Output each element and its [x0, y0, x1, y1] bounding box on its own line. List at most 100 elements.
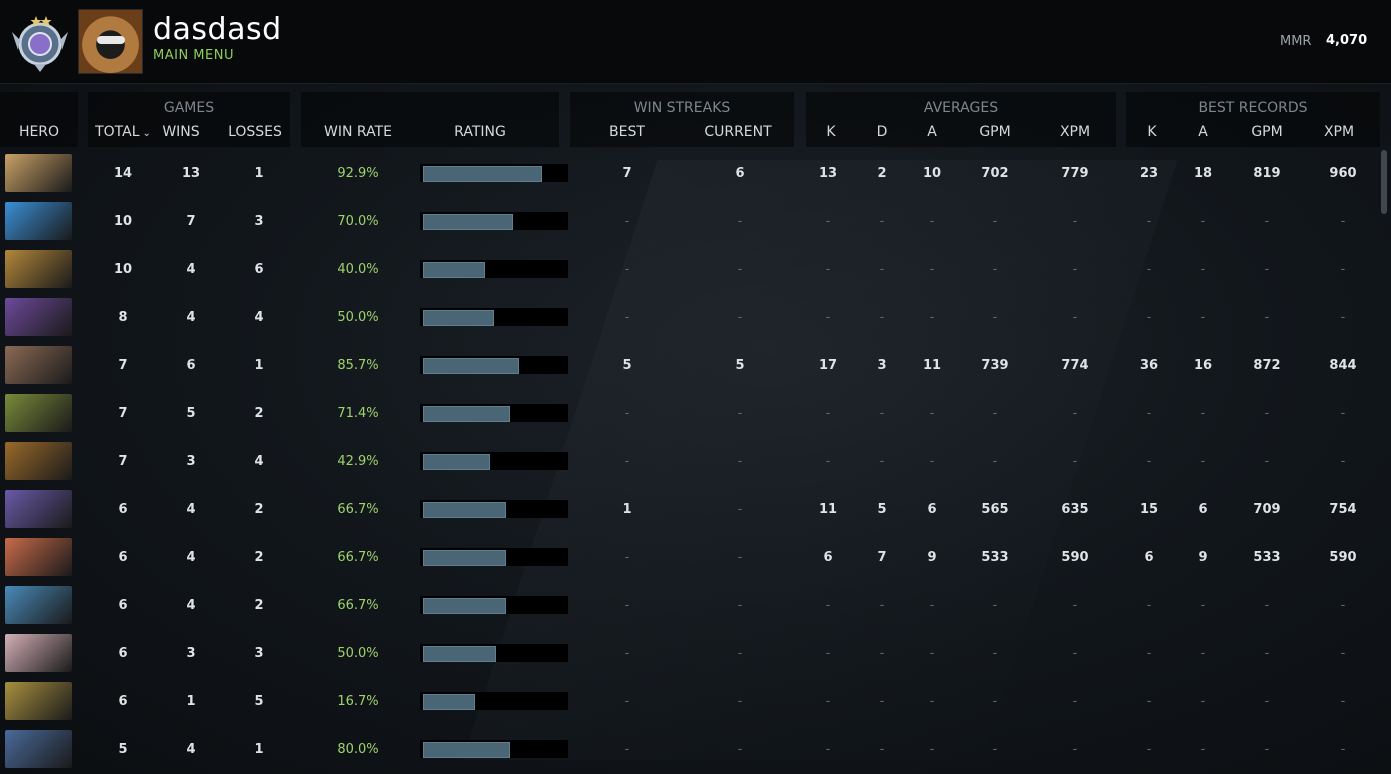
- col-rating[interactable]: RATING: [454, 124, 506, 140]
- table-row[interactable]: 6 4 2 66.7% 1-11 5 6 565 635 15 6 709 754: [0, 486, 1391, 534]
- stat-win-rate: 70.0%: [337, 214, 379, 229]
- stat-avg-xpm: -: [1072, 742, 1078, 757]
- hero-portrait[interactable]: [5, 298, 72, 336]
- table-row[interactable]: 6 3 3 50.0% - - - - - - - - - - -: [0, 630, 1391, 678]
- table-row[interactable]: 8 4 4 50.0% - - - - - - - - - - -: [0, 294, 1391, 342]
- table-row[interactable]: 10 7 3 70.0% - - - - - - - - - - -: [0, 198, 1391, 246]
- hero-portrait[interactable]: [5, 682, 72, 720]
- chevron-down-icon: ⌄: [142, 128, 151, 139]
- stat-avg-kills: -: [825, 310, 831, 325]
- stat-avg-gpm: 702: [981, 166, 1009, 181]
- stat-avg-deaths: 7: [877, 550, 887, 565]
- stat-avg-deaths: -: [879, 262, 885, 277]
- stat-best-streak: -: [624, 262, 630, 277]
- stat-best-assists: -: [1200, 406, 1206, 421]
- rating-bar-fill: [423, 406, 510, 422]
- stat-best-kills: -: [1146, 406, 1152, 421]
- stat-win-rate: 42.9%: [337, 454, 379, 469]
- stat-best-assists: -: [1200, 454, 1206, 469]
- stat-best-xpm: -: [1340, 742, 1346, 757]
- col-avg-deaths[interactable]: D: [876, 124, 888, 140]
- col-best-streak[interactable]: BEST: [609, 124, 645, 140]
- stat-best-kills: -: [1146, 262, 1152, 277]
- hero-portrait[interactable]: [5, 250, 72, 288]
- hero-portrait[interactable]: [5, 394, 72, 432]
- col-hero[interactable]: HERO: [18, 124, 60, 140]
- avatar[interactable]: [78, 9, 143, 74]
- stat-avg-gpm: -: [992, 310, 998, 325]
- stat-best-gpm: -: [1264, 406, 1270, 421]
- rating-bar-fill: [423, 166, 542, 182]
- table-row[interactable]: 5 4 1 80.0% - - - - - - - - - - -: [0, 726, 1391, 774]
- stat-wins: 6: [186, 358, 196, 373]
- table-row[interactable]: 6 4 2 66.7% - - 6 7 9 533 590 6 9 533 590: [0, 534, 1391, 582]
- hero-portrait[interactable]: [5, 586, 72, 624]
- stat-total: 14: [113, 166, 133, 181]
- col-avg-xpm[interactable]: XPM: [1059, 124, 1091, 140]
- stat-current-streak: 5: [735, 358, 745, 373]
- stat-losses: 6: [254, 262, 264, 277]
- table-row[interactable]: 6 1 5 16.7% - - - - - - - - - - -: [0, 678, 1391, 726]
- col-avg-gpm[interactable]: GPM: [979, 124, 1011, 140]
- stat-avg-deaths: -: [879, 742, 885, 757]
- stat-best-xpm: -: [1340, 406, 1346, 421]
- stat-avg-gpm: -: [992, 406, 998, 421]
- hero-portrait[interactable]: [5, 346, 72, 384]
- stat-losses: 2: [254, 406, 264, 421]
- stat-avg-kills: 13: [818, 166, 838, 181]
- col-avg-assists[interactable]: A: [927, 124, 937, 140]
- col-best-assists[interactable]: A: [1198, 124, 1208, 140]
- stat-wins: 1: [186, 694, 196, 709]
- stat-win-rate: 92.9%: [337, 166, 379, 181]
- stat-wins: 3: [186, 646, 196, 661]
- stat-best-gpm: -: [1264, 262, 1270, 277]
- table-row[interactable]: 10 4 6 40.0% - - - - - - - - - - -: [0, 246, 1391, 294]
- stat-losses: 3: [254, 214, 264, 229]
- best-records-header-bg: [1126, 92, 1380, 147]
- hero-portrait[interactable]: [5, 202, 72, 240]
- stat-best-streak: -: [624, 454, 630, 469]
- col-best-kills[interactable]: K: [1147, 124, 1157, 140]
- col-wins[interactable]: WINS: [162, 124, 200, 140]
- col-win-rate[interactable]: WIN RATE: [324, 124, 392, 140]
- hero-portrait[interactable]: [5, 634, 72, 672]
- stat-losses: 4: [254, 454, 264, 469]
- stat-win-rate: 16.7%: [337, 694, 379, 709]
- hero-portrait[interactable]: [5, 538, 72, 576]
- col-losses[interactable]: LOSSES: [228, 124, 282, 140]
- col-current-streak[interactable]: CURRENT: [704, 124, 772, 140]
- stat-avg-gpm: -: [992, 694, 998, 709]
- col-best-xpm[interactable]: XPM: [1323, 124, 1355, 140]
- col-avg-kills[interactable]: K: [826, 124, 836, 140]
- hero-portrait[interactable]: [5, 154, 72, 192]
- table-row[interactable]: 14 13 1 92.9% 7 6 13 2 10 702 779 23 18 819 960: [0, 150, 1391, 198]
- stat-best-gpm: 819: [1253, 166, 1281, 181]
- col-best-gpm[interactable]: GPM: [1251, 124, 1283, 140]
- stat-losses: 2: [254, 550, 264, 565]
- stat-win-rate: 71.4%: [337, 406, 379, 421]
- stat-best-assists: 18: [1193, 166, 1213, 181]
- table-row[interactable]: 7 3 4 42.9% - - - - - - - - - - -: [0, 438, 1391, 486]
- stat-avg-xpm: 590: [1061, 550, 1089, 565]
- hero-portrait[interactable]: [5, 490, 72, 528]
- rating-bar-fill: [423, 262, 485, 278]
- stat-avg-deaths: -: [879, 646, 885, 661]
- col-total[interactable]: TOTAL ⌄: [90, 124, 156, 140]
- stat-total: 7: [118, 358, 128, 373]
- table-row[interactable]: 6 4 2 66.7% - - - - - - - - - - -: [0, 582, 1391, 630]
- stat-avg-gpm: -: [992, 598, 998, 613]
- stat-avg-xpm: -: [1072, 454, 1078, 469]
- hero-portrait[interactable]: [5, 442, 72, 480]
- hero-portrait[interactable]: [5, 730, 72, 768]
- main-menu-link[interactable]: MAIN MENU: [153, 48, 234, 63]
- games-group-label: GAMES: [163, 100, 215, 116]
- rating-bar-fill: [423, 502, 506, 518]
- stat-avg-xpm: -: [1072, 310, 1078, 325]
- rank-medal-icon: [12, 16, 68, 72]
- stat-best-assists: 6: [1198, 502, 1208, 517]
- table-row[interactable]: 7 6 1 85.7% 5 5 17 3 11 739 774 36 16 872 844: [0, 342, 1391, 390]
- stat-best-streak: 5: [622, 358, 632, 373]
- scrollbar[interactable]: [1381, 150, 1387, 214]
- stat-current-streak: -: [737, 454, 743, 469]
- table-row[interactable]: 7 5 2 71.4% - - - - - - - - - - -: [0, 390, 1391, 438]
